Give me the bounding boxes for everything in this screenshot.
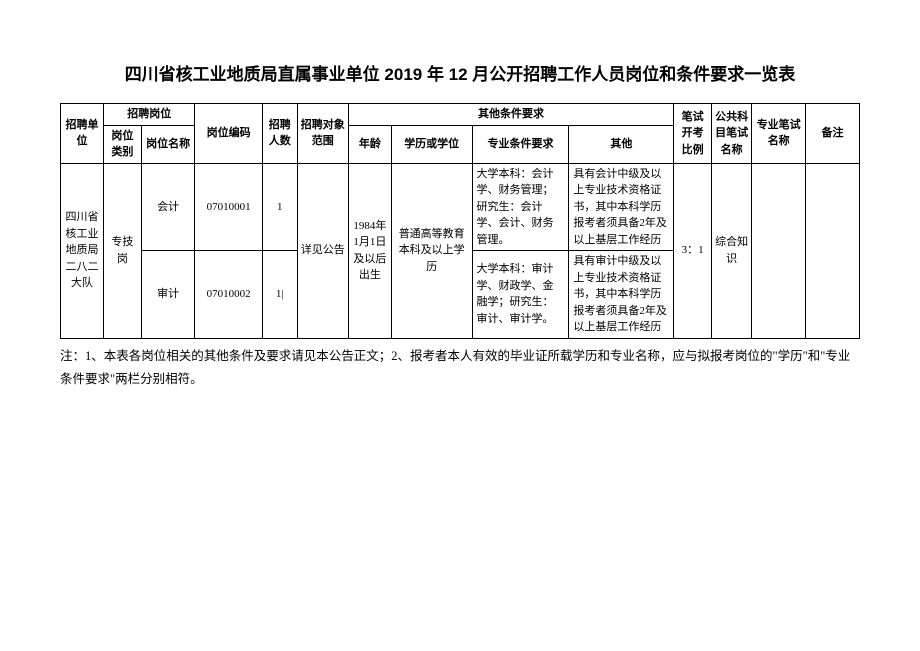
th-ratio: 笔试开考比例 <box>674 104 712 164</box>
footnote: 注：1、本表各岗位相关的其他条件及要求请见本公告正文；2、报考者本人有效的毕业证… <box>60 345 860 393</box>
th-other: 其他 <box>569 125 674 163</box>
th-remark: 备注 <box>806 104 860 164</box>
table-row: 四川省核工业地质局二八二大队 专技岗 会计 07010001 1 详见公告 19… <box>61 163 860 251</box>
cell-unit: 四川省核工业地质局二八二大队 <box>61 163 104 338</box>
th-recruit-num: 招聘人数 <box>262 104 297 164</box>
cell-other: 具有会计中级及以上专业技术资格证书，其中本科学历报考者须具备2年及以上基层工作经… <box>569 163 674 251</box>
th-post-group: 招聘岗位 <box>104 104 195 126</box>
recruitment-table: 招聘单位 招聘岗位 岗位编码 招聘人数 招聘对象范围 其他条件要求 笔试开考比例… <box>60 103 860 339</box>
th-unit: 招聘单位 <box>61 104 104 164</box>
cell-public-exam: 综合知识 <box>711 163 751 338</box>
cell-education: 普通高等教育本科及以上学历 <box>391 163 472 338</box>
cell-post-code: 07010002 <box>195 251 262 339</box>
th-major: 专业条件要求 <box>472 125 569 163</box>
cell-recruit-num: 1| <box>262 251 297 339</box>
page-title: 四川省核工业地质局直属事业单位 2019 年 12 月公开招聘工作人员岗位和条件… <box>60 60 860 85</box>
th-public-exam: 公共科目笔试名称 <box>711 104 751 164</box>
th-post-code: 岗位编码 <box>195 104 262 164</box>
cell-post-name: 审计 <box>141 251 195 339</box>
th-post-category: 岗位类别 <box>104 125 142 163</box>
cell-major: 大学本科：审计学、财政学、金融学；研究生：审计、审计学。 <box>472 251 569 339</box>
th-prof-exam: 专业笔试名称 <box>752 104 806 164</box>
th-scope: 招聘对象范围 <box>297 104 348 164</box>
cell-other: 具有审计中级及以上专业技术资格证书，其中本科学历报考者须具备2年及以上基层工作经… <box>569 251 674 339</box>
cell-post-code: 07010001 <box>195 163 262 251</box>
cell-scope: 详见公告 <box>297 163 348 338</box>
th-other-req-group: 其他条件要求 <box>348 104 673 126</box>
th-education: 学历或学位 <box>391 125 472 163</box>
cell-post-category: 专技岗 <box>104 163 142 338</box>
cell-recruit-num: 1 <box>262 163 297 251</box>
cell-ratio: 3：1 <box>674 163 712 338</box>
header-row-1: 招聘单位 招聘岗位 岗位编码 招聘人数 招聘对象范围 其他条件要求 笔试开考比例… <box>61 104 860 126</box>
cell-age: 1984年1月1日及以后出生 <box>348 163 391 338</box>
cell-remark <box>806 163 860 338</box>
cell-post-name: 会计 <box>141 163 195 251</box>
cell-major: 大学本科：会计学、财务管理；研究生：会计学、会计、财务管理。 <box>472 163 569 251</box>
th-post-name: 岗位名称 <box>141 125 195 163</box>
th-age: 年龄 <box>348 125 391 163</box>
cell-prof-exam <box>752 163 806 338</box>
